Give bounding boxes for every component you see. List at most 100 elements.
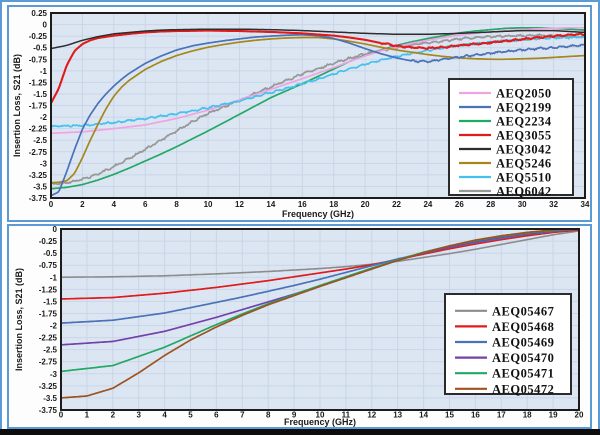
series-line-AEQ2234 bbox=[51, 26, 585, 190]
x-tick-label: 6 bbox=[143, 200, 148, 209]
y-tick-label: -1.25 bbox=[39, 285, 58, 294]
legend-label-AEQ05470: AEQ05470 bbox=[492, 351, 554, 365]
x-tick-label: 0 bbox=[49, 200, 54, 209]
y-tick-label: -2.5 bbox=[33, 136, 47, 145]
x-tick-label: 5 bbox=[188, 411, 193, 420]
y-tick-label: -2.75 bbox=[39, 358, 58, 367]
x-tick-label: 10 bbox=[316, 411, 325, 420]
plot-frame bbox=[50, 12, 586, 199]
legend-label-AEQ2199: AEQ2199 bbox=[496, 101, 552, 115]
series-line-AEQ3055 bbox=[51, 29, 585, 105]
x-tick-label: 17 bbox=[497, 411, 506, 420]
x-tick-label: 13 bbox=[393, 411, 402, 420]
y-tick-label: -1.25 bbox=[29, 78, 48, 87]
y-tick-label: -1.75 bbox=[29, 102, 48, 111]
x-tick-label: 18 bbox=[523, 411, 532, 420]
legend-label-AEQ2234: AEQ2234 bbox=[496, 115, 552, 129]
series-line-AEQ05467 bbox=[61, 230, 579, 279]
top-chart-panel: 0 2 4 6 8 10 12 14 16 18 20 22 24 26 28 30 32 34 0.25 0 -0.2… bbox=[7, 5, 592, 222]
x-tick-label: 20 bbox=[575, 411, 584, 420]
y-tick-label: -0.75 bbox=[39, 261, 58, 270]
y-tick-label: -3.5 bbox=[43, 394, 57, 403]
y-tick-label: -3 bbox=[40, 159, 48, 168]
x-tick-label: 16 bbox=[298, 200, 307, 209]
x-tick-label: 14 bbox=[419, 411, 428, 420]
y-tick-label: -3.75 bbox=[39, 406, 58, 415]
y-tick-label: -3.25 bbox=[39, 382, 58, 391]
y-tick-label: -1.5 bbox=[33, 90, 47, 99]
x-tick-label: 4 bbox=[112, 200, 117, 209]
y-axis-title: Insertion Loss, S21 (dB) bbox=[14, 268, 24, 371]
series-line-AEQ6042 bbox=[51, 33, 585, 186]
legend-label-AEQ5510: AEQ5510 bbox=[496, 171, 552, 185]
series-line-AEQ5246 bbox=[51, 36, 585, 184]
x-tick-label: 20 bbox=[361, 200, 370, 209]
y-tick-label: -3.5 bbox=[33, 182, 47, 191]
x-tick-label: 18 bbox=[329, 200, 338, 209]
x-tick-label: 28 bbox=[486, 200, 495, 209]
y-tick-label: -1.75 bbox=[39, 309, 58, 318]
x-tick-label: 10 bbox=[204, 200, 213, 209]
legend-label-AEQ05467: AEQ05467 bbox=[492, 304, 554, 318]
y-tick-label: -1.5 bbox=[43, 297, 57, 306]
y-tick-label: -2.25 bbox=[29, 125, 48, 134]
y-tick-label: -0.25 bbox=[39, 237, 58, 246]
y-tick-label: -1 bbox=[40, 67, 48, 76]
x-tick-label: 12 bbox=[367, 411, 376, 420]
y-tick-label: -0.75 bbox=[29, 55, 48, 64]
x-tick-label: 1 bbox=[85, 411, 90, 420]
bottom-black-bar bbox=[0, 429, 600, 435]
legend-label-AEQ05468: AEQ05468 bbox=[492, 320, 554, 334]
y-tick-label: -2 bbox=[50, 322, 58, 331]
x-tick-label: 22 bbox=[392, 200, 401, 209]
bottom-chart-panel: 0 1 2 3 4 5 6 7 8 9 10 11 12 13 14 15 16 17 18 19 20 0 -0.25 -0… bbox=[7, 224, 592, 429]
y-tick-label: -3.75 bbox=[29, 194, 48, 203]
legend-label-AEQ05469: AEQ05469 bbox=[492, 336, 554, 350]
top-chart-canvas: 0 2 4 6 8 10 12 14 16 18 20 22 24 26 28 30 32 340.250-0.2… bbox=[12, 9, 590, 219]
legend-label-AEQ3055: AEQ3055 bbox=[496, 129, 552, 143]
x-tick-label: 19 bbox=[549, 411, 558, 420]
y-tick-label: -0.5 bbox=[43, 249, 57, 258]
y-tick-label: -0.25 bbox=[29, 32, 48, 41]
y-tick-label: -3.25 bbox=[29, 171, 48, 180]
bottom-chart-canvas: 0 1 2 3 4 5 6 7 8 9 10 11 12 13 14 15 16 17 18 19 200-0.25-0… bbox=[14, 226, 584, 427]
plot-frame bbox=[60, 228, 580, 411]
y-tick-label: 0 bbox=[53, 226, 58, 234]
y-tick-label: 0 bbox=[43, 21, 48, 30]
x-tick-label: 9 bbox=[292, 411, 297, 420]
x-tick-label: 8 bbox=[174, 200, 179, 209]
y-axis-title: Insertion Loss, S21 (dB) bbox=[12, 54, 22, 157]
series-line-AEQ2199 bbox=[51, 33, 585, 197]
legend-label-AEQ05472: AEQ05472 bbox=[492, 382, 554, 396]
y-tick-label: -2 bbox=[40, 113, 48, 122]
series-line-AEQ05472 bbox=[61, 229, 579, 399]
y-tick-label: -2.25 bbox=[39, 334, 58, 343]
x-tick-label: 30 bbox=[518, 200, 527, 209]
y-tick-label: -3 bbox=[50, 370, 58, 379]
x-axis-title: Frequency (GHz) bbox=[284, 417, 356, 427]
y-tick-label: -2.5 bbox=[43, 346, 57, 355]
x-tick-label: 7 bbox=[240, 411, 245, 420]
x-tick-label: 12 bbox=[235, 200, 244, 209]
series-line-AEQ05468 bbox=[61, 229, 579, 300]
x-tick-label: 26 bbox=[455, 200, 464, 209]
x-tick-label: 11 bbox=[342, 411, 351, 420]
legend-label-AEQ2050: AEQ2050 bbox=[496, 87, 552, 101]
x-tick-label: 6 bbox=[214, 411, 219, 420]
y-tick-label: 0.25 bbox=[31, 9, 47, 18]
x-tick-label: 2 bbox=[111, 411, 116, 420]
legend-label-AEQ3042: AEQ3042 bbox=[496, 143, 552, 157]
y-tick-label: -1 bbox=[50, 273, 58, 282]
y-tick-label: -2.75 bbox=[29, 148, 48, 157]
x-tick-label: 32 bbox=[549, 200, 558, 209]
x-tick-label: 24 bbox=[423, 200, 432, 209]
series-line-AEQ05469 bbox=[61, 229, 579, 324]
legend-box bbox=[448, 78, 574, 196]
x-axis-title: Frequency (GHz) bbox=[282, 209, 354, 219]
series-line-AEQ3042 bbox=[51, 28, 585, 50]
x-tick-label: 15 bbox=[445, 411, 454, 420]
x-tick-label: 34 bbox=[581, 200, 590, 209]
x-tick-label: 0 bbox=[59, 411, 64, 420]
x-tick-label: 2 bbox=[80, 200, 85, 209]
